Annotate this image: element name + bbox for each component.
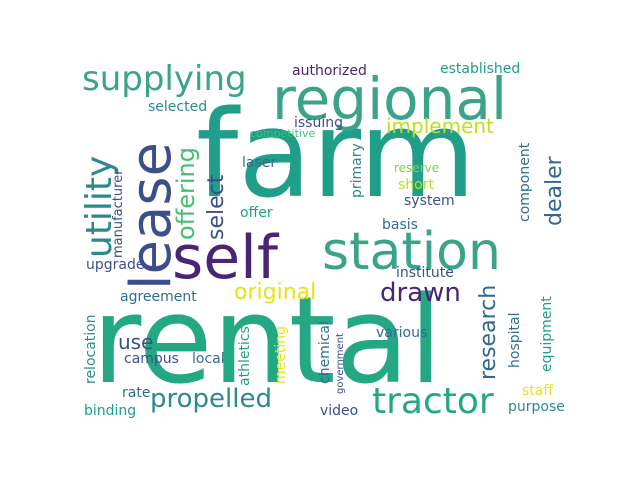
word-video: video [320,403,359,419]
word-binding: binding [84,403,137,419]
word-laser: laser [242,155,277,171]
word-tractor: tractor [372,381,494,422]
word-institute: institute [396,265,454,281]
word-station: station [322,222,501,282]
word-campus: campus [124,351,179,367]
word-short: short [398,177,434,193]
word-manufacturer: manufacturer [111,169,126,258]
word-issuing: issuing [294,115,343,131]
word-use: use [118,330,154,354]
word-equipment: equipment [539,296,555,372]
word-authorized: authorized [292,63,367,79]
word-agreement: agreement [120,289,197,305]
word-component: component [517,142,533,222]
word-primary: primary [349,143,365,198]
word-competitive: competitive [250,127,316,140]
word-upgrade: upgrade [86,257,145,273]
word-hospital: hospital [507,312,523,368]
word-basis: basis [382,217,418,233]
word-chemical: chemical [317,321,333,384]
word-supplying: supplying [82,59,247,99]
word-research: research [476,284,501,380]
word-select: select [204,174,229,240]
word-rate: rate [122,385,151,401]
word-reserve: reserve [394,161,440,175]
word-government: government [335,333,346,394]
word-implement: implement [386,114,494,138]
word-original: original [234,280,317,305]
word-system: system [404,193,455,209]
word-offer: offer [240,205,273,221]
word-rental: rental [92,272,443,411]
word-athletics: athletics [237,326,253,386]
word-selected: selected [148,99,208,115]
word-farm: farm [196,86,476,225]
word-various: various [376,325,428,341]
word-offering: offering [172,147,200,240]
word-dealer: dealer [542,156,567,226]
word-meeting: meeting [273,325,289,384]
word-staff: staff [522,383,554,399]
word-drawn: drawn [380,278,461,308]
word-purpose: purpose [508,399,565,415]
word-self: self [172,223,278,293]
word-propelled: propelled [150,384,272,414]
word-regional: regional [272,65,508,133]
word-established: established [440,61,521,77]
word-local: local [192,351,225,367]
word-relocation: relocation [83,314,99,384]
